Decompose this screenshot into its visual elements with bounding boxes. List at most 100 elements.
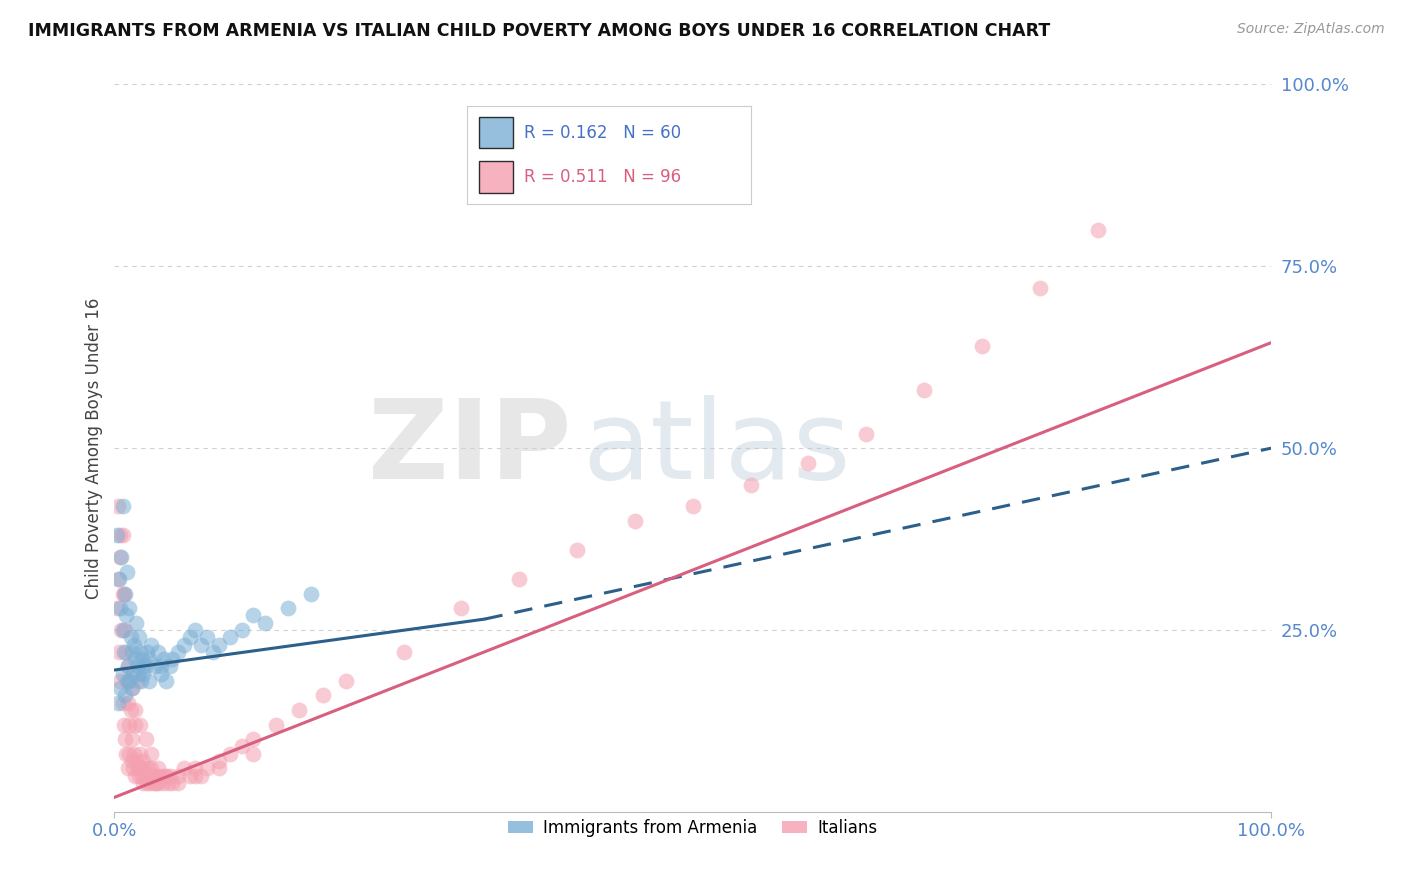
Point bbox=[135, 659, 157, 673]
Point bbox=[128, 768, 150, 782]
Text: IMMIGRANTS FROM ARMENIA VS ITALIAN CHILD POVERTY AMONG BOYS UNDER 16 CORRELATION: IMMIGRANTS FROM ARMENIA VS ITALIAN CHILD… bbox=[28, 22, 1050, 40]
Point bbox=[114, 732, 136, 747]
Point bbox=[207, 638, 229, 652]
Point bbox=[111, 500, 134, 514]
Point bbox=[173, 638, 195, 652]
Point bbox=[135, 768, 157, 782]
Point bbox=[184, 761, 207, 775]
Point bbox=[135, 776, 157, 790]
Point bbox=[855, 426, 877, 441]
Point bbox=[231, 623, 253, 637]
Point bbox=[128, 747, 150, 761]
Point bbox=[195, 630, 218, 644]
Point bbox=[121, 681, 143, 696]
Point bbox=[155, 673, 177, 688]
Point bbox=[115, 565, 138, 579]
Point bbox=[108, 673, 131, 688]
Point bbox=[132, 776, 155, 790]
Point bbox=[117, 659, 139, 673]
Point bbox=[105, 528, 128, 542]
Point bbox=[167, 645, 190, 659]
Point bbox=[173, 761, 195, 775]
Point bbox=[138, 673, 160, 688]
Point bbox=[122, 761, 145, 775]
Point bbox=[145, 776, 167, 790]
Point bbox=[201, 645, 224, 659]
Point bbox=[124, 652, 146, 666]
Point bbox=[135, 645, 157, 659]
Point bbox=[970, 339, 993, 353]
Point bbox=[114, 587, 136, 601]
Point bbox=[288, 703, 311, 717]
Point bbox=[121, 681, 143, 696]
Point bbox=[162, 652, 184, 666]
Point bbox=[111, 696, 134, 710]
Point bbox=[184, 623, 207, 637]
Point bbox=[108, 572, 131, 586]
Point bbox=[1087, 223, 1109, 237]
Point bbox=[118, 601, 141, 615]
Point bbox=[105, 601, 128, 615]
Point bbox=[167, 776, 190, 790]
Point bbox=[219, 630, 242, 644]
Point bbox=[335, 673, 357, 688]
Point bbox=[156, 776, 179, 790]
Point bbox=[120, 703, 142, 717]
Point bbox=[107, 696, 129, 710]
Point bbox=[127, 659, 149, 673]
Point bbox=[124, 703, 146, 717]
Point bbox=[117, 659, 139, 673]
Point bbox=[179, 768, 201, 782]
Point bbox=[149, 768, 172, 782]
Point bbox=[219, 747, 242, 761]
Point bbox=[190, 638, 212, 652]
Point bbox=[141, 638, 163, 652]
Point bbox=[195, 761, 218, 775]
Point bbox=[127, 673, 149, 688]
Point bbox=[153, 652, 176, 666]
Point bbox=[277, 601, 299, 615]
Point bbox=[115, 645, 138, 659]
Point bbox=[107, 500, 129, 514]
Point bbox=[155, 768, 177, 782]
Point bbox=[132, 659, 155, 673]
Text: ZIP: ZIP bbox=[368, 394, 571, 501]
Point bbox=[128, 645, 150, 659]
Point bbox=[141, 761, 163, 775]
Point bbox=[565, 543, 588, 558]
Point bbox=[624, 514, 647, 528]
Point bbox=[392, 645, 415, 659]
Text: Source: ZipAtlas.com: Source: ZipAtlas.com bbox=[1237, 22, 1385, 37]
Point bbox=[231, 739, 253, 754]
Point bbox=[135, 732, 157, 747]
Point bbox=[108, 681, 131, 696]
Point bbox=[740, 477, 762, 491]
Point bbox=[117, 761, 139, 775]
Point bbox=[450, 601, 472, 615]
Point bbox=[242, 732, 264, 747]
Point bbox=[110, 550, 132, 565]
Point bbox=[110, 623, 132, 637]
Point bbox=[111, 528, 134, 542]
Point bbox=[162, 776, 184, 790]
Point bbox=[159, 659, 181, 673]
Point bbox=[108, 550, 131, 565]
Point bbox=[117, 696, 139, 710]
Point bbox=[131, 652, 153, 666]
Point bbox=[111, 666, 134, 681]
Point bbox=[138, 768, 160, 782]
Point bbox=[184, 768, 207, 782]
Point bbox=[115, 747, 138, 761]
Point bbox=[132, 666, 155, 681]
Point bbox=[141, 747, 163, 761]
Point bbox=[112, 587, 135, 601]
Point bbox=[131, 768, 153, 782]
Point bbox=[253, 615, 276, 630]
Point bbox=[1029, 281, 1052, 295]
Y-axis label: Child Poverty Among Boys Under 16: Child Poverty Among Boys Under 16 bbox=[86, 297, 103, 599]
Point bbox=[167, 768, 190, 782]
Point bbox=[118, 717, 141, 731]
Point bbox=[122, 666, 145, 681]
Point bbox=[912, 383, 935, 397]
Point bbox=[124, 717, 146, 731]
